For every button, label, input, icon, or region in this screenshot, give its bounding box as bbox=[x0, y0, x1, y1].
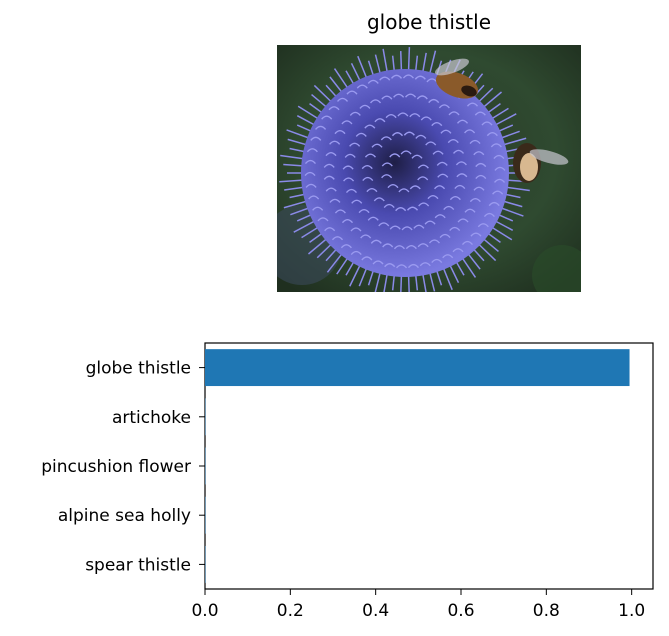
image-title: globe thistle bbox=[366, 10, 492, 34]
bar-globe-thistle bbox=[205, 349, 630, 387]
x-tick-label: 0.6 bbox=[447, 601, 474, 621]
x-tick-label: 0.2 bbox=[277, 601, 304, 621]
x-tick-label: 0.0 bbox=[191, 601, 218, 621]
x-tick-label: 1.0 bbox=[618, 601, 645, 621]
bee-top bbox=[434, 58, 479, 99]
y-tick-label: spear thistle bbox=[85, 555, 191, 575]
y-tick-label: globe thistle bbox=[86, 359, 191, 379]
flower-florets bbox=[304, 74, 506, 269]
y-tick-label: pincushion flower bbox=[41, 457, 191, 477]
flower-photo bbox=[277, 45, 581, 292]
bee-right bbox=[513, 143, 569, 183]
x-tick-label: 0.4 bbox=[362, 601, 389, 621]
x-tick-label: 0.8 bbox=[533, 601, 560, 621]
y-tick-label: alpine sea holly bbox=[58, 506, 191, 526]
y-tick-label: artichoke bbox=[112, 408, 191, 428]
